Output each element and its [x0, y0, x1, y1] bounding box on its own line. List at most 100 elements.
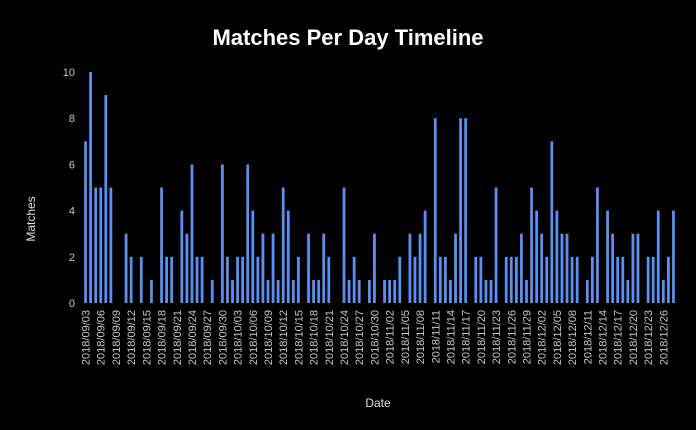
bar: [540, 233, 544, 303]
bar: [606, 210, 609, 303]
x-tick-label: 2018/11/20: [476, 310, 488, 364]
x-tick-label: 2018/12/20: [628, 310, 640, 365]
bar: [550, 141, 554, 303]
bar: [104, 95, 108, 303]
bar: [261, 233, 265, 303]
bar: [342, 187, 346, 303]
bar: [464, 118, 468, 303]
bar: [651, 256, 655, 303]
bar: [438, 256, 442, 303]
x-tick-label: 2018/12/23: [643, 310, 655, 365]
x-tick-label: 2018/10/30: [369, 310, 381, 365]
bar: [590, 256, 594, 303]
y-tick-label: 6: [69, 159, 75, 171]
bar: [276, 279, 280, 303]
x-tick-label: 2018/09/18: [157, 310, 169, 365]
bar: [357, 279, 361, 303]
bar: [560, 233, 564, 303]
bar: [636, 233, 640, 303]
x-tick-label: 2018/10/06: [248, 310, 260, 365]
x-tick-label: 2018/11/08: [415, 310, 427, 364]
x-axis-title: Date: [365, 396, 391, 410]
bar: [509, 256, 513, 303]
x-tick-label: 2018/11/05: [400, 310, 412, 364]
bar: [297, 256, 300, 303]
bar: [322, 233, 326, 303]
bar: [373, 233, 376, 303]
bar: [210, 279, 214, 303]
x-tick-label: 2018/09/06: [96, 310, 108, 365]
bar: [388, 279, 392, 303]
bar: [241, 256, 245, 303]
bar: [570, 256, 574, 303]
x-tick-label: 2018/11/17: [461, 310, 473, 364]
x-tick-label: 2018/12/11: [582, 310, 594, 364]
x-tick-label: 2018/11/11: [430, 310, 442, 363]
bar: [545, 256, 549, 303]
bar: [631, 233, 635, 303]
bar: [84, 141, 87, 303]
bar: [672, 210, 675, 303]
bar: [327, 256, 331, 303]
bar: [444, 256, 447, 303]
bar: [165, 256, 169, 303]
bar: [180, 210, 184, 303]
bar: [520, 233, 523, 303]
bar: [231, 279, 234, 303]
x-tick-label: 2018/09/15: [141, 310, 153, 365]
y-axis-title: Matches: [24, 196, 38, 241]
bar: [418, 233, 422, 303]
bar: [185, 233, 189, 303]
x-tick-label: 2018/09/21: [172, 310, 184, 365]
y-tick-label: 0: [69, 298, 75, 310]
bar: [626, 279, 630, 303]
x-tick-label: 2018/09/27: [202, 310, 214, 365]
bar: [124, 233, 128, 303]
x-tick-label: 2018/10/18: [309, 310, 321, 365]
bar: [611, 233, 615, 303]
bar: [565, 233, 569, 303]
bar: [398, 256, 402, 303]
x-tick-label: 2018/11/23: [491, 310, 503, 364]
bar: [291, 279, 295, 303]
bar: [256, 256, 260, 303]
bar: [271, 233, 275, 303]
bar: [150, 279, 153, 303]
bar: [646, 256, 650, 303]
bar: [449, 279, 452, 303]
x-tick-label: 2018/10/24: [339, 310, 351, 365]
bar: [251, 210, 255, 303]
x-tick-label: 2018/09/09: [111, 310, 123, 365]
x-tick-label: 2018/12/08: [567, 310, 579, 365]
bar: [585, 279, 589, 303]
x-tick-label: 2018/10/27: [354, 310, 366, 365]
x-tick-label: 2018/10/15: [293, 310, 305, 365]
x-tick-label: 2018/10/03: [233, 310, 245, 365]
bar: [266, 279, 270, 303]
bar: [514, 256, 518, 303]
bar: [667, 256, 670, 303]
bar: [129, 256, 133, 303]
x-tick-label: 2018/10/21: [324, 310, 336, 365]
bar: [555, 210, 559, 303]
bar: [575, 256, 579, 303]
x-tick-label: 2018/11/26: [506, 310, 518, 364]
bar: [479, 256, 483, 303]
bar: [200, 256, 204, 303]
bar: [596, 187, 599, 303]
x-tick-label: 2018/10/09: [263, 310, 275, 365]
bar: [494, 187, 498, 303]
bar: [484, 279, 488, 303]
bar: [170, 256, 174, 303]
bar: [307, 233, 310, 303]
bar: [246, 164, 250, 303]
bar: [236, 256, 239, 303]
bar: [312, 279, 316, 303]
bar: [367, 279, 371, 303]
bar: [504, 256, 508, 303]
bar: [433, 118, 437, 303]
bar: [89, 72, 92, 303]
x-tick-label: 2018/09/12: [126, 310, 138, 365]
bar: [423, 210, 427, 303]
